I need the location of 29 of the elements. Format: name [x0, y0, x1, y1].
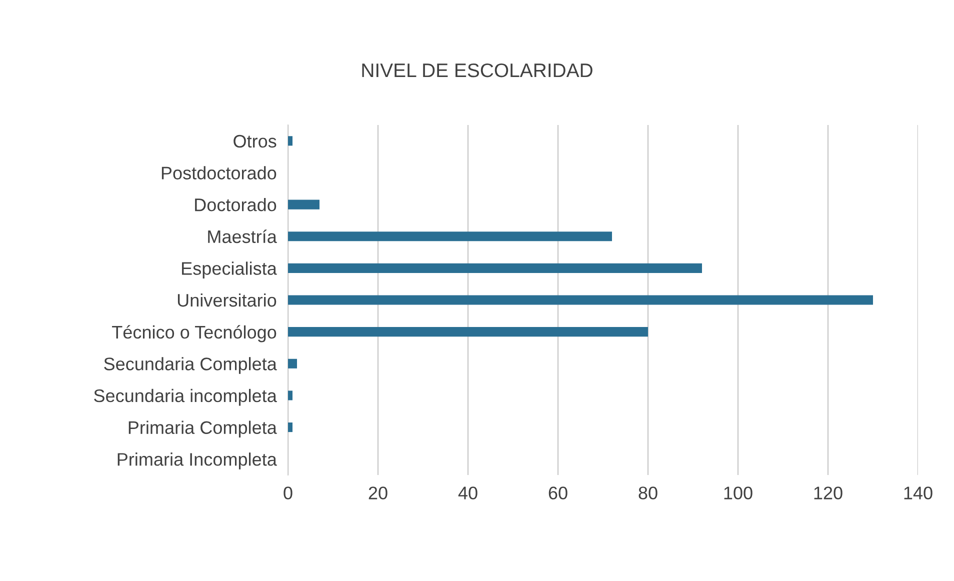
- bar: [288, 232, 612, 242]
- x-tick-label: 120: [814, 486, 842, 500]
- x-tick-label: 80: [638, 486, 658, 500]
- bar: [288, 390, 292, 400]
- x-tick-label: 140: [904, 486, 932, 500]
- bar: [288, 263, 702, 273]
- chart-title: NIVEL DE ESCOLARIDAD: [362, 63, 592, 78]
- bar: [288, 358, 297, 368]
- x-tick-label: 20: [368, 486, 388, 500]
- bar: [288, 295, 873, 305]
- y-tick-label: Otros: [234, 134, 276, 148]
- y-tick-label: Técnico o Tecnólogo: [112, 325, 276, 342]
- y-tick-label: Doctorado: [195, 198, 276, 212]
- x-tick-label: 0: [284, 486, 292, 500]
- bar: [288, 200, 320, 210]
- y-tick-label: Universitario: [178, 293, 276, 307]
- y-tick-label: Especialista: [182, 262, 277, 278]
- y-tick-label: Secundaria incompleta: [94, 388, 277, 406]
- bar: [288, 327, 648, 337]
- x-tick-label: 40: [458, 486, 478, 500]
- x-tick-label: 100: [724, 486, 752, 500]
- x-tick-label: 60: [548, 486, 568, 500]
- y-tick-label: Maestría: [208, 230, 277, 244]
- y-tick-label: Secundaria Completa: [104, 357, 277, 374]
- y-tick-label: Postdoctorado: [162, 166, 276, 180]
- y-tick-label: Primaria Completa: [128, 420, 277, 438]
- y-tick-label: Primaria Incompleta: [118, 452, 277, 470]
- bar: [288, 136, 292, 146]
- bar: [288, 422, 292, 432]
